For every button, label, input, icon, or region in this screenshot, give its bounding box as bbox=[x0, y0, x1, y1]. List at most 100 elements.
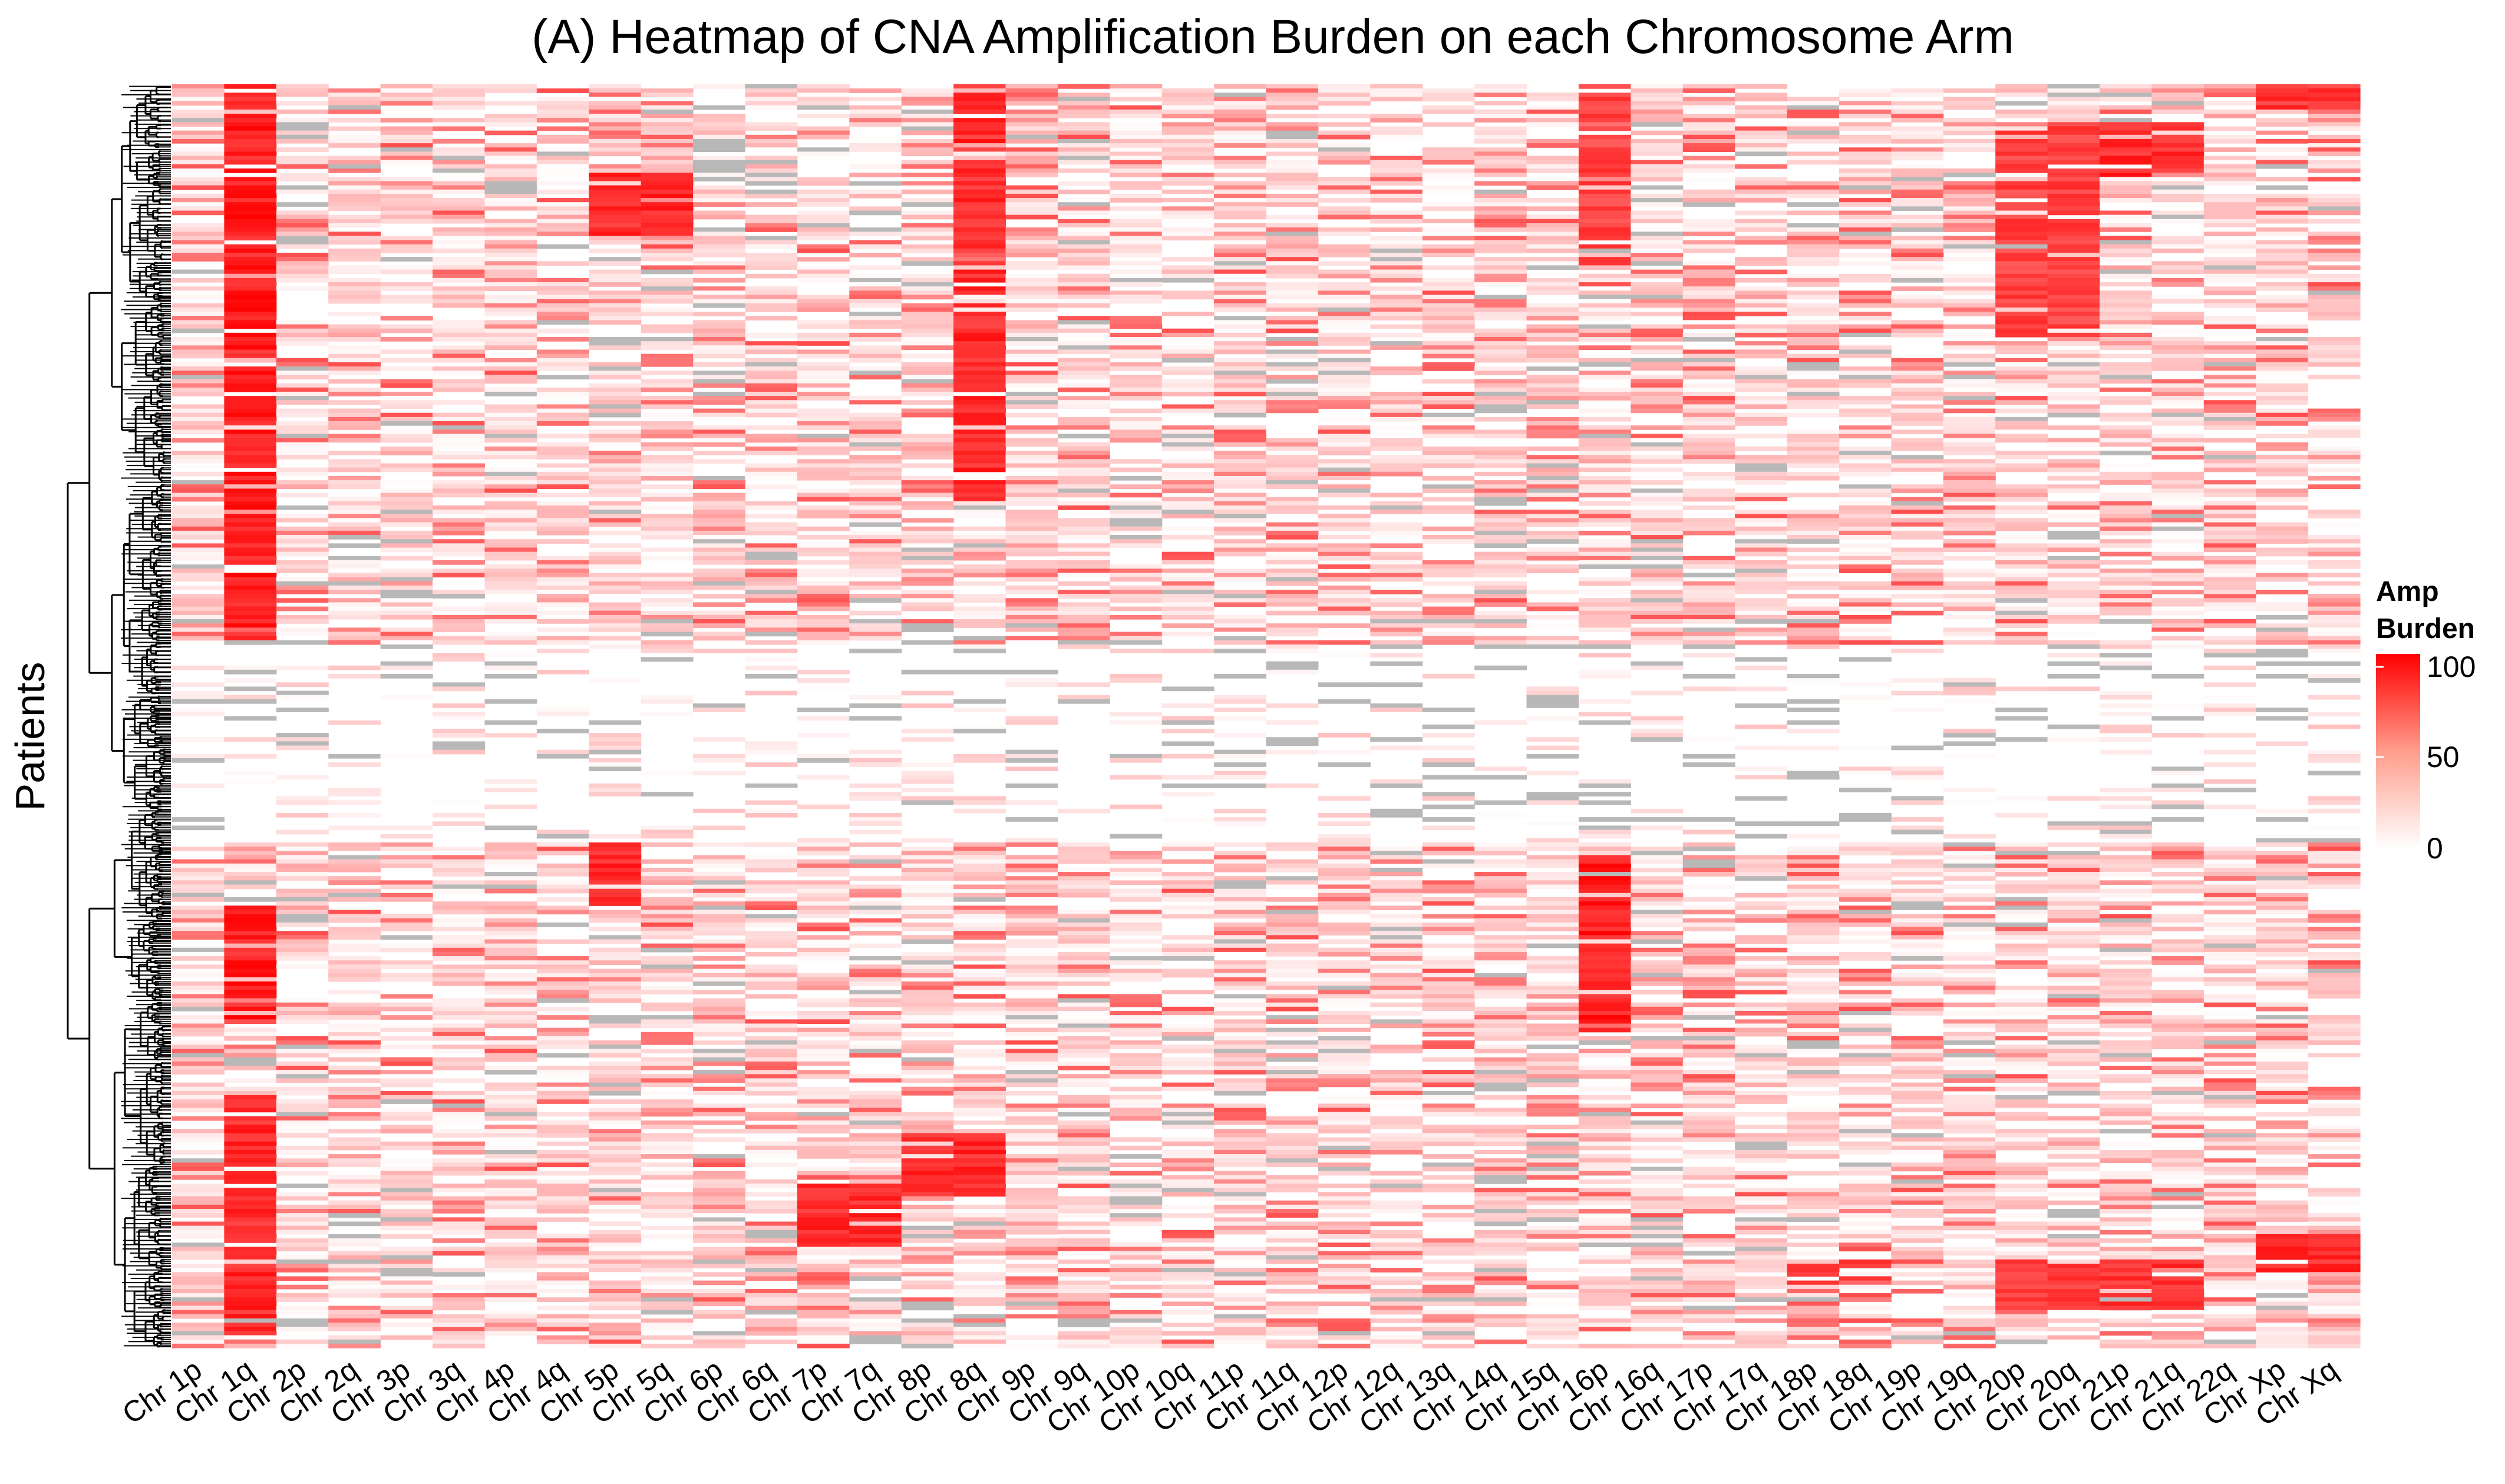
heatmap-cell bbox=[380, 88, 433, 93]
heatmap-cell bbox=[1682, 101, 1735, 106]
heatmap-cell bbox=[1787, 387, 1840, 392]
heatmap-cell bbox=[328, 181, 381, 186]
heatmap-cell bbox=[1005, 114, 1058, 118]
heatmap-cell bbox=[2256, 383, 2309, 388]
heatmap-cell bbox=[901, 442, 954, 447]
heatmap-cell bbox=[901, 164, 954, 169]
heatmap-cell bbox=[1787, 307, 1840, 312]
heatmap-cell bbox=[2308, 236, 2361, 241]
heatmap-cell bbox=[1943, 257, 1996, 262]
heatmap-cell bbox=[1161, 438, 1214, 443]
heatmap-cell bbox=[1318, 320, 1371, 325]
heatmap-cell bbox=[1891, 156, 1944, 161]
heatmap-cell bbox=[1266, 341, 1319, 346]
heatmap-cell bbox=[1995, 328, 2048, 333]
heatmap-cell bbox=[536, 210, 589, 216]
heatmap-cell bbox=[1370, 387, 1423, 392]
heatmap-cell bbox=[1995, 177, 2048, 182]
heatmap-cell bbox=[2099, 320, 2152, 325]
heatmap-cell bbox=[172, 463, 225, 468]
heatmap-cell bbox=[172, 210, 225, 216]
heatmap-cell bbox=[328, 434, 381, 439]
heatmap-cell bbox=[1266, 438, 1319, 443]
heatmap-cell bbox=[1214, 366, 1267, 371]
heatmap-cell bbox=[745, 101, 798, 106]
heatmap-cell bbox=[1005, 299, 1058, 304]
heatmap-cell bbox=[2047, 109, 2100, 114]
heatmap-cell bbox=[1995, 459, 2048, 464]
heatmap-cell bbox=[849, 396, 902, 401]
heatmap-cell bbox=[589, 290, 642, 296]
heatmap-cell bbox=[2047, 143, 2100, 148]
heatmap-cell bbox=[849, 471, 902, 477]
heatmap-cell bbox=[1005, 97, 1058, 102]
heatmap-cell bbox=[797, 240, 850, 245]
heatmap-cell bbox=[849, 232, 902, 236]
heatmap-cell bbox=[1787, 396, 1840, 401]
heatmap-cell bbox=[433, 248, 486, 253]
heatmap-cell bbox=[484, 299, 537, 304]
heatmap-cell bbox=[1787, 130, 1840, 135]
heatmap-cell bbox=[1631, 324, 1684, 329]
heatmap-cell bbox=[2256, 202, 2309, 207]
heatmap-cell bbox=[2047, 232, 2100, 236]
heatmap-cell bbox=[433, 151, 486, 157]
heatmap-cell bbox=[1578, 244, 1631, 249]
heatmap-cell bbox=[1631, 114, 1684, 118]
heatmap-cell bbox=[433, 328, 486, 333]
heatmap-cell bbox=[1057, 324, 1110, 329]
heatmap-cell bbox=[276, 387, 329, 392]
heatmap-cell bbox=[1422, 236, 1475, 241]
y-axis-label: Patients bbox=[7, 662, 53, 811]
heatmap-cell bbox=[589, 92, 642, 98]
heatmap-cell bbox=[380, 193, 433, 199]
heatmap-cell bbox=[1161, 143, 1214, 148]
heatmap-cell bbox=[1318, 177, 1371, 182]
heatmap-cell bbox=[172, 92, 225, 98]
heatmap-cell bbox=[536, 455, 589, 460]
heatmap-cell bbox=[328, 387, 381, 392]
heatmap-cell bbox=[2099, 143, 2152, 148]
heatmap-cell bbox=[849, 299, 902, 304]
heatmap-cell bbox=[1161, 114, 1214, 118]
heatmap-cell bbox=[1995, 253, 2048, 257]
heatmap-cell bbox=[380, 412, 433, 418]
heatmap-cell bbox=[2151, 379, 2204, 384]
heatmap-cell bbox=[1578, 138, 1631, 144]
heatmap-cell bbox=[1266, 404, 1319, 409]
heatmap-cell bbox=[953, 143, 1006, 148]
heatmap-cell bbox=[224, 434, 277, 439]
heatmap-cell bbox=[1995, 425, 2048, 430]
heatmap-cell bbox=[1943, 248, 1996, 253]
heatmap-cell bbox=[1631, 290, 1684, 296]
heatmap-cell bbox=[484, 425, 537, 430]
heatmap-cell bbox=[1682, 114, 1735, 118]
heatmap-cell bbox=[1682, 337, 1735, 342]
heatmap-cell bbox=[797, 396, 850, 401]
heatmap-cell bbox=[1631, 375, 1684, 380]
heatmap-cell bbox=[1370, 341, 1423, 346]
heatmap-cell bbox=[1839, 147, 1892, 152]
heatmap-cell bbox=[1370, 332, 1423, 338]
heatmap-cell bbox=[2256, 353, 2309, 359]
heatmap-cell bbox=[1787, 273, 1840, 279]
heatmap-cell bbox=[1266, 387, 1319, 392]
heatmap-cell bbox=[328, 253, 381, 257]
heatmap-cell bbox=[536, 463, 589, 468]
heatmap-cell bbox=[1891, 257, 1944, 262]
heatmap-cell bbox=[2256, 459, 2309, 464]
heatmap-cell bbox=[1735, 147, 1788, 152]
heatmap-cell bbox=[1370, 210, 1423, 216]
heatmap-cell bbox=[2203, 101, 2256, 106]
heatmap-cell bbox=[2203, 84, 2256, 89]
heatmap-cell bbox=[1057, 232, 1110, 236]
heatmap-cell bbox=[1318, 290, 1371, 296]
heatmap-cell bbox=[797, 114, 850, 118]
heatmap-cell bbox=[1787, 97, 1840, 102]
heatmap-cell bbox=[328, 160, 381, 165]
heatmap-cell bbox=[1578, 206, 1631, 211]
heatmap-cell bbox=[224, 214, 277, 220]
heatmap-cell bbox=[1214, 189, 1267, 194]
heatmap-cell bbox=[1891, 286, 1944, 291]
heatmap-cell bbox=[745, 177, 798, 182]
